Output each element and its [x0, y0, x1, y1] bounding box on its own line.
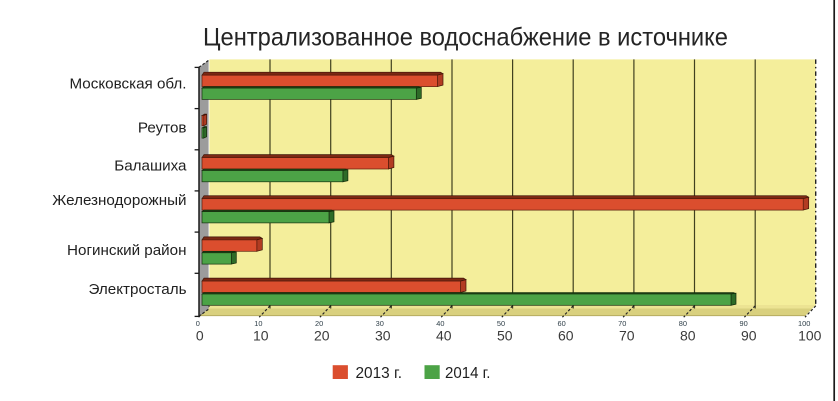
- svg-text:20: 20: [315, 319, 323, 328]
- svg-text:2014 г.: 2014 г.: [445, 365, 491, 382]
- svg-text:20: 20: [314, 327, 330, 343]
- svg-text:10: 10: [254, 319, 262, 328]
- svg-text:Ногинский район: Ногинский район: [67, 242, 186, 259]
- svg-text:0: 0: [196, 327, 204, 343]
- svg-text:Реутов: Реутов: [138, 119, 187, 136]
- svg-text:Электросталь: Электросталь: [89, 281, 187, 298]
- svg-text:Московская обл.: Московская обл.: [69, 75, 186, 92]
- svg-text:90: 90: [739, 319, 747, 328]
- svg-text:60: 60: [557, 319, 565, 328]
- svg-text:30: 30: [375, 327, 391, 343]
- svg-text:100: 100: [798, 319, 810, 328]
- svg-text:50: 50: [497, 327, 513, 343]
- svg-text:60: 60: [558, 327, 574, 343]
- svg-text:Балашиха: Балашиха: [114, 158, 187, 175]
- svg-text:70: 70: [618, 319, 626, 328]
- svg-text:80: 80: [680, 327, 696, 343]
- svg-text:70: 70: [619, 327, 635, 343]
- svg-text:100: 100: [798, 327, 822, 343]
- svg-text:Железнодорожный: Железнодорожный: [52, 192, 186, 209]
- svg-text:40: 40: [436, 319, 444, 328]
- svg-text:40: 40: [436, 327, 452, 343]
- svg-text:80: 80: [679, 319, 687, 328]
- svg-text:0: 0: [196, 319, 200, 328]
- svg-text:10: 10: [253, 327, 269, 343]
- svg-text:Централизованное водоснабжение: Централизованное водоснабжение в источни…: [203, 23, 728, 51]
- svg-text:30: 30: [376, 319, 384, 328]
- svg-text:2013 г.: 2013 г.: [356, 365, 403, 382]
- svg-text:90: 90: [741, 327, 757, 343]
- svg-text:50: 50: [497, 319, 505, 328]
